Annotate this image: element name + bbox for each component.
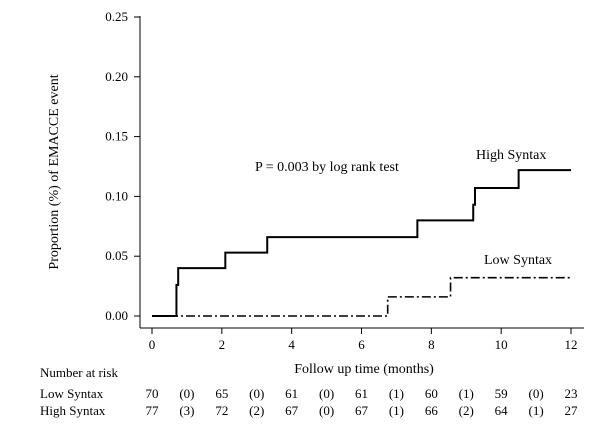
- x-tick-label: 4: [288, 337, 295, 352]
- risk-cell: (3): [179, 403, 194, 418]
- logrank-annotation: P = 0.003 by log rank test: [255, 160, 399, 175]
- risk-cell: (0): [319, 386, 334, 401]
- x-axis-title: Follow up time (months): [294, 362, 434, 377]
- y-tick-label: 0.05: [105, 248, 128, 263]
- risk-cell: 77: [146, 403, 160, 418]
- risk-cell: 23: [565, 386, 578, 401]
- series-line-0: [152, 169, 571, 317]
- series-layer: High Syntax Low Syntax: [152, 148, 571, 317]
- risk-table: Number at risk Low Syntax 70 (0) 65 (0) 61 (0) 6…: [40, 365, 578, 418]
- x-tick-label: 8: [428, 337, 435, 352]
- risk-cell: 59: [495, 386, 508, 401]
- risk-cell: 67: [355, 403, 369, 418]
- risk-cell: 66: [425, 403, 439, 418]
- risk-cell: 27: [565, 403, 579, 418]
- risk-cell: 60: [425, 386, 438, 401]
- risk-cell: (2): [459, 403, 474, 418]
- x-tick-label: 12: [565, 337, 578, 352]
- risk-cell: (1): [459, 386, 474, 401]
- risk-cell: 61: [355, 386, 368, 401]
- risk-cell: (0): [528, 386, 543, 401]
- risk-cell: (1): [528, 403, 543, 418]
- y-tick-label: 0.20: [105, 69, 128, 84]
- series-label-1: Low Syntax: [484, 253, 552, 268]
- y-tick-label: 0.00: [105, 308, 128, 323]
- risk-cell: (2): [249, 403, 264, 418]
- y-tick-label: 0.25: [105, 9, 128, 24]
- risk-table-title: Number at risk: [40, 365, 118, 380]
- series-line-1: [152, 276, 571, 317]
- x-axis-ticks: 0 2 4 6 8 10 12: [149, 328, 578, 352]
- series-label-0: High Syntax: [476, 148, 546, 163]
- x-tick-label: 6: [358, 337, 365, 352]
- risk-cell: (1): [389, 386, 404, 401]
- y-axis-title: Proportion (%) of EMACCE event: [47, 74, 62, 269]
- risk-cell: 65: [215, 386, 228, 401]
- risk-cell: 72: [215, 403, 228, 418]
- y-tick-label: 0.15: [105, 129, 128, 144]
- risk-cell: 64: [495, 403, 509, 418]
- risk-cell: (0): [319, 403, 334, 418]
- y-tick-label: 0.10: [105, 188, 128, 203]
- y-axis-ticks: 0.00 0.05 0.10 0.15 0.20 0.25: [105, 9, 140, 323]
- risk-row-label: High Syntax: [40, 403, 106, 418]
- risk-cell: 61: [285, 386, 298, 401]
- x-tick-label: 2: [219, 337, 226, 352]
- risk-cell: (0): [179, 386, 194, 401]
- risk-cell: 70: [146, 386, 159, 401]
- x-tick-label: 0: [149, 337, 156, 352]
- x-tick-label: 10: [495, 337, 508, 352]
- risk-cell: (0): [249, 386, 264, 401]
- risk-row-label: Low Syntax: [40, 386, 104, 401]
- risk-cell: 67: [285, 403, 299, 418]
- risk-cell: (1): [389, 403, 404, 418]
